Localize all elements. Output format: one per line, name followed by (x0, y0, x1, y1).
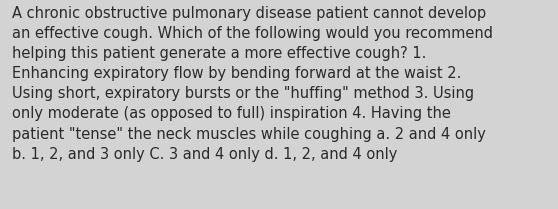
Text: A chronic obstructive pulmonary disease patient cannot develop
an effective coug: A chronic obstructive pulmonary disease … (12, 6, 493, 162)
